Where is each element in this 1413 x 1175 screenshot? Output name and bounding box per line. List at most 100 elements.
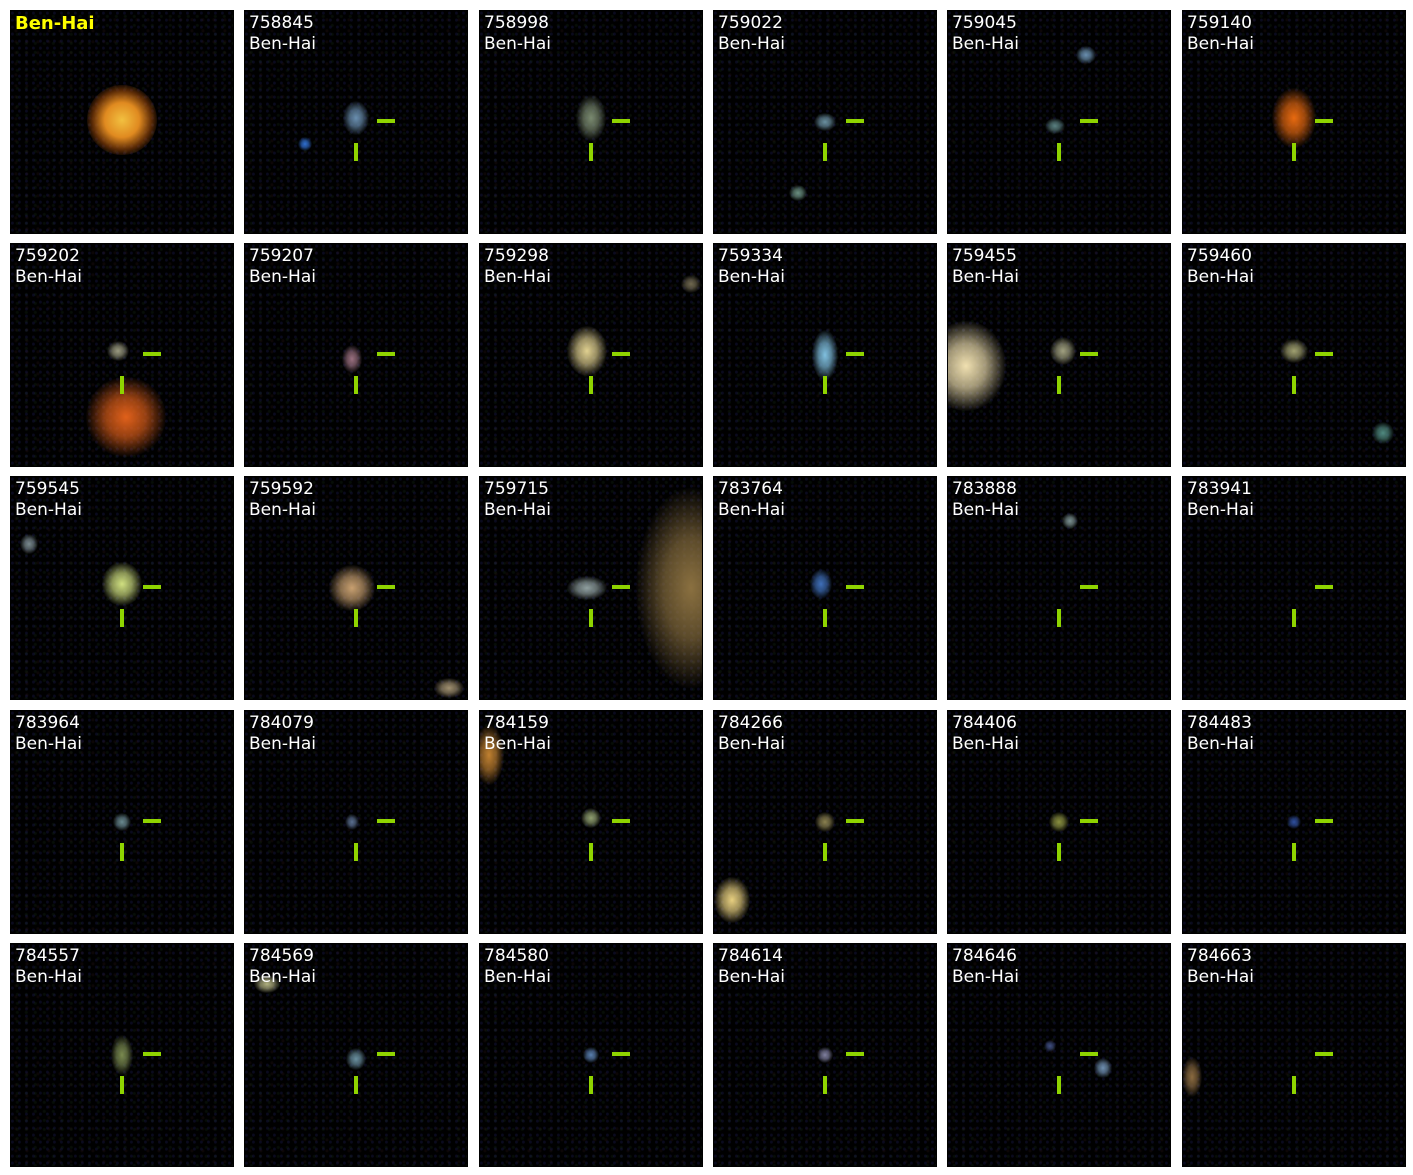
crosshair-tick-vertical (354, 843, 358, 861)
crosshair-tick-horizontal (612, 119, 630, 123)
object-id: 784663 (1187, 946, 1252, 966)
crosshair-tick-horizontal (377, 585, 395, 589)
crosshair-tick-horizontal (612, 1052, 630, 1056)
crosshair-tick-vertical (823, 843, 827, 861)
tile-label: 784406 Ben-Hai (952, 713, 1019, 755)
cutout-tile: 759207 Ben-Hai (244, 243, 468, 467)
source-object (341, 345, 362, 374)
survey-name: Ben-Hai (249, 34, 316, 54)
cutout-tile: 784614 Ben-Hai (713, 943, 937, 1167)
crosshair-tick-horizontal (143, 352, 161, 356)
tile-label: 784646 Ben-Hai (952, 946, 1019, 988)
cutout-tile: 784406 Ben-Hai (947, 710, 1171, 934)
cutout-tile: 759715 Ben-Hai (479, 476, 703, 700)
crosshair-tick-horizontal (612, 585, 630, 589)
source-object (566, 576, 607, 600)
cutout-tile: 759460 Ben-Hai (1182, 243, 1406, 467)
object-id: 759140 (1187, 13, 1252, 33)
tile-label: 784557 Ben-Hai (15, 946, 82, 988)
survey-name: Ben-Hai (249, 967, 316, 987)
tile-label: 759202 Ben-Hai (15, 246, 82, 288)
survey-name: Ben-Hai (952, 967, 1019, 987)
crosshair-tick-vertical (1292, 1076, 1296, 1094)
tile-label: 784663 Ben-Hai (1187, 946, 1254, 988)
source-object (344, 814, 359, 830)
tile-label: 784569 Ben-Hai (249, 946, 316, 988)
survey-name: Ben-Hai (952, 500, 1019, 520)
object-id: 759334 (718, 246, 783, 266)
tile-label: 783888 Ben-Hai (952, 479, 1019, 521)
tile-label: 784483 Ben-Hai (1187, 713, 1254, 755)
tile-label: 759460 Ben-Hai (1187, 246, 1254, 288)
cutout-tile: 759455 Ben-Hai (947, 243, 1171, 467)
crosshair-tick-vertical (1057, 609, 1061, 627)
tile-label: 784580 Ben-Hai (484, 946, 551, 988)
crosshair-tick-horizontal (1080, 585, 1098, 589)
survey-name: Ben-Hai (484, 734, 551, 754)
crosshair-tick-vertical (589, 1076, 593, 1094)
cutout-tile: 759334 Ben-Hai (713, 243, 937, 467)
source-object (346, 1048, 366, 1071)
source-object (635, 488, 702, 688)
source-object (1094, 1058, 1113, 1079)
survey-name: Ben-Hai (718, 734, 785, 754)
object-id: 784159 (484, 713, 549, 733)
survey-name: Ben-Hai (484, 500, 551, 520)
cutout-tile: 784266 Ben-Hai (713, 710, 937, 934)
object-id: 759202 (15, 246, 80, 266)
survey-name: Ben-Hai (718, 967, 785, 987)
tile-label: 759455 Ben-Hai (952, 246, 1019, 288)
crosshair-tick-vertical (120, 1076, 124, 1094)
object-id: 784569 (249, 946, 314, 966)
cutout-tile: 784646 Ben-Hai (947, 943, 1171, 1167)
object-id: 784580 (484, 946, 549, 966)
crosshair-tick-vertical (589, 609, 593, 627)
object-id: 783888 (952, 479, 1017, 499)
cutout-tile: 784557 Ben-Hai (10, 943, 234, 1167)
source-object (581, 807, 601, 828)
crosshair-tick-horizontal (846, 1052, 864, 1056)
crosshair-tick-vertical (120, 376, 124, 394)
object-id: 784079 (249, 713, 314, 733)
source-object (948, 321, 1006, 412)
source-object (297, 137, 312, 152)
survey-name: Ben-Hai (15, 734, 82, 754)
tile-label: 784266 Ben-Hai (718, 713, 785, 755)
cutout-tile: 758845 Ben-Hai (244, 10, 468, 234)
crosshair-tick-vertical (823, 609, 827, 627)
survey-name: Ben-Hai (718, 267, 785, 287)
crosshair-tick-vertical (120, 843, 124, 861)
cutout-tile: 783888 Ben-Hai (947, 476, 1171, 700)
cutout-tile: 783964 Ben-Hai (10, 710, 234, 934)
crosshair-tick-horizontal (1315, 819, 1333, 823)
crosshair-tick-horizontal (846, 585, 864, 589)
source-object (1183, 1057, 1202, 1098)
cutout-tile: 784483 Ben-Hai (1182, 710, 1406, 934)
cutout-tile: 784079 Ben-Hai (244, 710, 468, 934)
tile-label: 759334 Ben-Hai (718, 246, 785, 288)
source-object (1050, 336, 1077, 365)
tile-label: 758998 Ben-Hai (484, 13, 551, 55)
object-id: 759455 (952, 246, 1017, 266)
cutout-tile: 784569 Ben-Hai (244, 943, 468, 1167)
source-object (1044, 1040, 1057, 1053)
object-id: 758998 (484, 13, 549, 33)
crosshair-tick-vertical (1292, 376, 1296, 394)
cutout-tile: 784159 Ben-Hai (479, 710, 703, 934)
source-object (102, 561, 142, 606)
source-object (812, 330, 838, 380)
crosshair-tick-horizontal (1080, 1052, 1098, 1056)
crosshair-tick-horizontal (846, 819, 864, 823)
crosshair-tick-horizontal (377, 1052, 395, 1056)
object-id: 784483 (1187, 713, 1252, 733)
source-object (106, 340, 129, 361)
cutout-tile: 759545 Ben-Hai (10, 476, 234, 700)
source-object (1075, 46, 1096, 65)
tile-label: 759545 Ben-Hai (15, 479, 82, 521)
reference-tile: Ben-Hai (10, 10, 234, 234)
source-object (566, 325, 607, 376)
object-id: 783941 (1187, 479, 1252, 499)
crosshair-tick-vertical (589, 143, 593, 161)
object-id: 759298 (484, 246, 549, 266)
survey-name: Ben-Hai (952, 34, 1019, 54)
